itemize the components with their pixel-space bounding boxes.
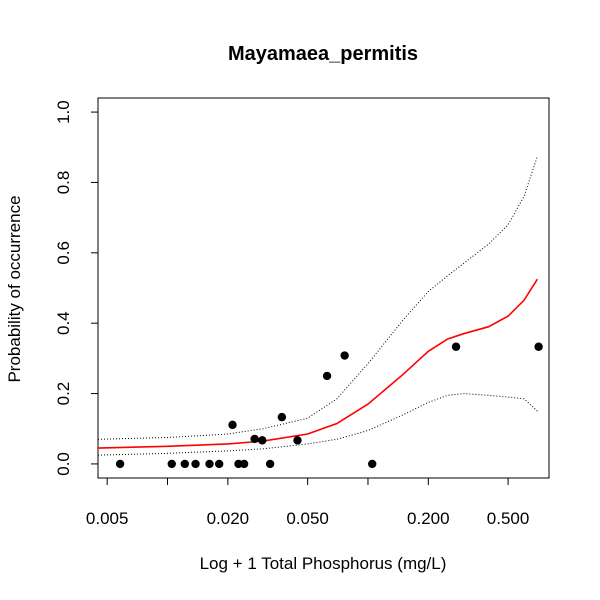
y-tick-label: 1.0: [54, 100, 73, 124]
x-tick-label: 0.500: [487, 509, 530, 528]
x-tick-label: 0.020: [207, 509, 250, 528]
data-point: [322, 371, 332, 381]
data-point: [451, 342, 461, 351]
data-point: [180, 459, 190, 469]
ci-lower-line: [97, 393, 538, 456]
data-points: [115, 342, 543, 469]
data-point: [534, 342, 543, 351]
data-point: [293, 436, 302, 445]
y-tick-label: 0.4: [54, 311, 73, 335]
data-point: [368, 459, 377, 469]
ci-upper-line: [97, 155, 538, 440]
y-tick-label: 0.2: [54, 382, 73, 406]
y-axis: 0.0 0.2 0.4 0.6 0.8 1.0: [54, 100, 99, 476]
chart-title: Mayamaea_permitis: [228, 43, 418, 65]
x-tick-label: 0.200: [407, 509, 450, 528]
data-point: [239, 459, 249, 469]
data-point: [340, 351, 349, 360]
y-axis-label: Probability of occurrence: [5, 195, 24, 382]
data-point: [115, 459, 125, 469]
x-tick-label: 0.005: [86, 509, 129, 528]
confidence-lines: [97, 155, 538, 456]
data-point: [258, 436, 267, 445]
data-point: [205, 459, 214, 469]
y-tick-label: 0.6: [54, 241, 73, 265]
plot-frame: [97, 97, 550, 479]
data-point: [214, 459, 224, 469]
data-point: [265, 459, 275, 469]
data-point: [250, 434, 259, 444]
x-tick-label: 0.050: [286, 509, 329, 528]
x-axis-label: Log + 1 Total Phosphorus (mg/L): [200, 554, 447, 573]
data-point: [277, 412, 287, 422]
y-tick-label: 0.8: [54, 171, 73, 195]
data-point: [228, 420, 237, 430]
fit-line: [97, 278, 539, 449]
y-tick-label: 0.0: [54, 452, 73, 476]
data-point: [191, 459, 200, 469]
fit-line-group: [97, 278, 539, 449]
data-point: [167, 459, 176, 469]
x-axis: 0.005 0.020 0.050 0.200 0.500: [86, 477, 530, 528]
